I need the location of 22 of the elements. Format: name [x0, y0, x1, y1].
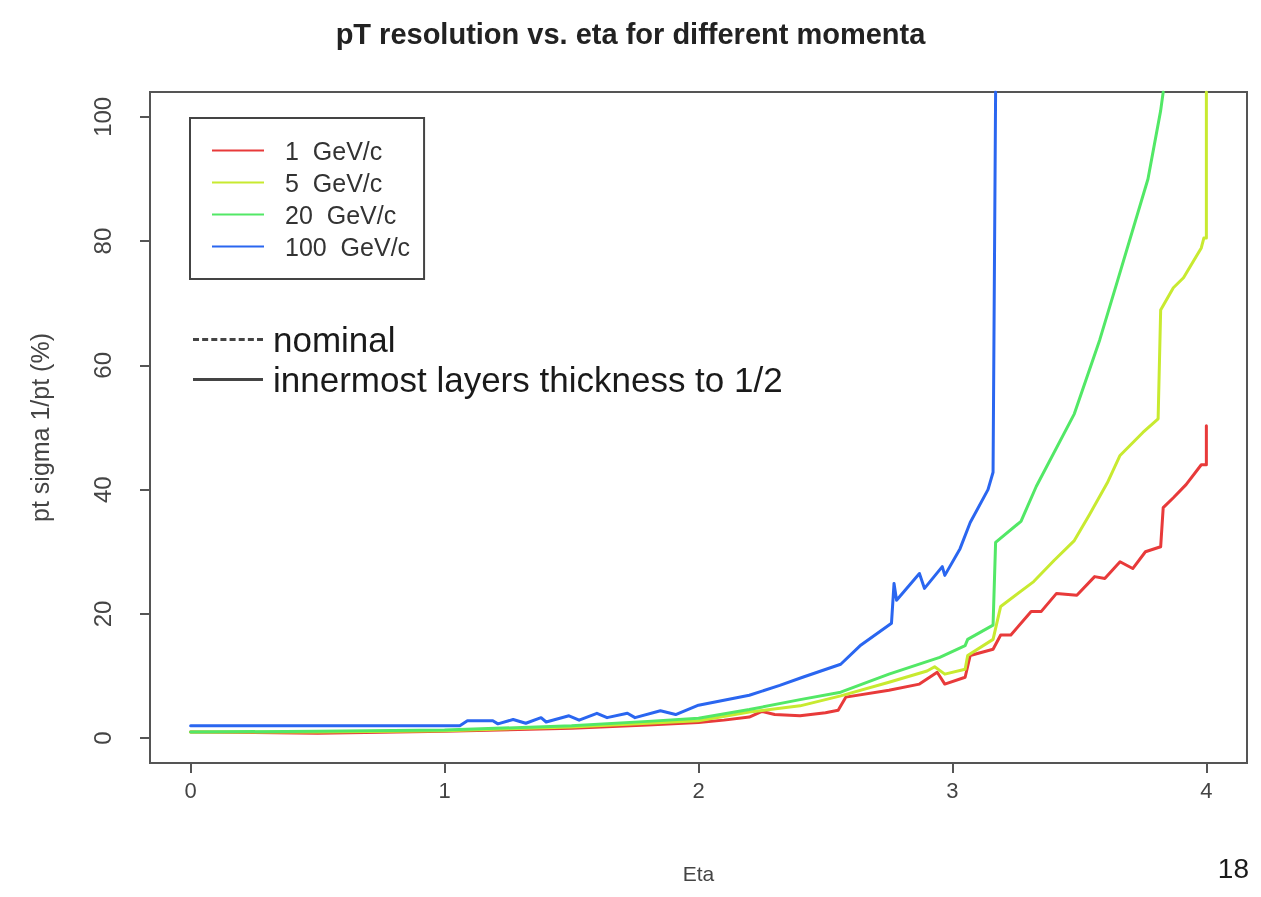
x-axis-title: Eta — [682, 862, 715, 885]
y-tick-label: 0 — [88, 731, 116, 745]
x-tick-label: 3 — [946, 777, 959, 803]
chart-title: pT resolution vs. eta for different momenta — [335, 17, 927, 50]
legend-label: 20 GeV/c — [285, 200, 397, 229]
legend-label: 1 GeV/c — [285, 136, 383, 165]
annotation: innermost layers thickness to 1/2 — [273, 359, 783, 399]
x-tick-label: 4 — [1200, 777, 1213, 803]
x-tick-label: 0 — [184, 777, 197, 803]
y-tick-label: 40 — [88, 476, 116, 503]
legend-label: 5 GeV/c — [285, 168, 383, 197]
text: 18 — [1217, 852, 1249, 884]
legend-label: 100 GeV/c — [285, 232, 411, 261]
x-tick-label: 2 — [692, 777, 705, 803]
annotation: nominal — [273, 319, 396, 359]
y-tick-label: 20 — [88, 600, 116, 628]
y-tick-label: 60 — [88, 352, 116, 379]
x-tick-label: 1 — [438, 777, 451, 803]
y-axis-title: pt sigma 1/pt (%) — [25, 333, 54, 522]
y-tick-label: 80 — [88, 227, 116, 255]
y-tick-label: 100 — [88, 96, 116, 137]
line-series — [189, 90, 998, 728]
